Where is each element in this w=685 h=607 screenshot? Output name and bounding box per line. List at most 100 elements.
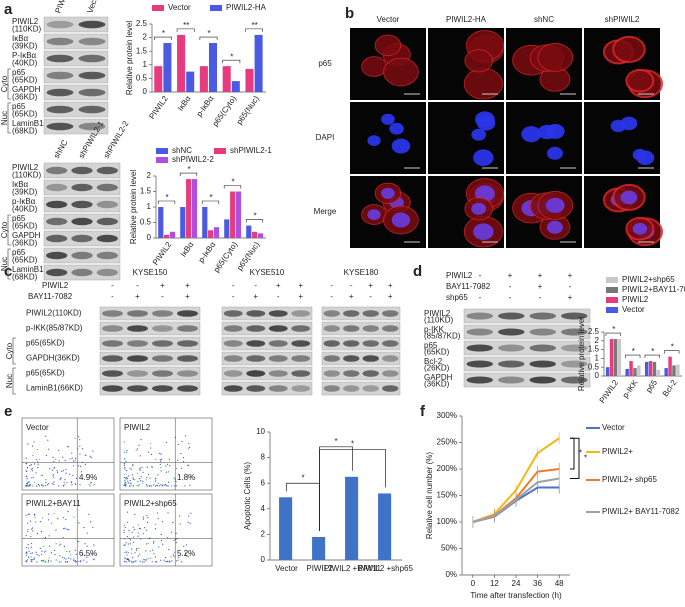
- flow-event: [29, 485, 31, 487]
- flow-event: [45, 561, 47, 563]
- flow-event: [67, 511, 69, 513]
- flow-name: PIWIL2+BAY11: [26, 499, 81, 508]
- y-tick-label: 250%: [437, 438, 457, 447]
- flow-event: [27, 513, 29, 516]
- bar: [609, 339, 614, 376]
- blot-band: [177, 385, 198, 392]
- flow-event: [32, 454, 34, 456]
- flow-event: [53, 483, 55, 485]
- blot-band: [343, 325, 360, 332]
- x-tick-label: p-IκBα: [197, 240, 218, 265]
- flow-event: [166, 561, 168, 563]
- flow-event: [181, 440, 183, 443]
- blot-band: [46, 54, 74, 63]
- flow-event: [89, 482, 91, 484]
- flow-event: [138, 444, 140, 447]
- flow-event: [126, 554, 128, 556]
- flow-event: [145, 550, 147, 552]
- flow-event: [160, 483, 162, 486]
- flow-event: [31, 542, 33, 545]
- flow-event: [48, 448, 50, 450]
- flow-event: [137, 448, 139, 450]
- blot-size: (68KD): [12, 272, 38, 281]
- flow-event: [123, 451, 125, 453]
- flow-event: [32, 445, 34, 447]
- flow-event: [66, 482, 68, 484]
- flow-event: [140, 438, 142, 441]
- x-tick-label: PIWIL2 +shp65: [358, 564, 413, 573]
- flow-event: [31, 552, 33, 554]
- flow-event: [126, 451, 128, 453]
- y-tick-label: 4: [261, 504, 266, 513]
- bar: [378, 493, 392, 560]
- flow-event: [132, 561, 134, 563]
- blot-label: LaminB1(66KD): [26, 384, 83, 393]
- blot-band: [223, 340, 243, 347]
- flow-event: [39, 520, 42, 523]
- bar: [154, 66, 163, 92]
- flow-event: [51, 483, 53, 485]
- flow-event: [142, 471, 144, 473]
- flow-event: [89, 455, 91, 457]
- flow-event: [35, 472, 37, 474]
- blot-strip: [221, 351, 313, 366]
- blot-band: [46, 37, 74, 46]
- panel-letter: f: [420, 403, 426, 420]
- bar: [191, 179, 198, 238]
- bar: [629, 361, 633, 376]
- flow-event: [160, 539, 163, 542]
- flow-event: [86, 545, 88, 547]
- flow-event: [26, 478, 28, 480]
- flow-event: [46, 484, 49, 486]
- x-tick-label: 24: [512, 579, 521, 588]
- group-label: Cyto: [5, 342, 14, 359]
- blot-band: [223, 325, 243, 332]
- flow-event: [145, 543, 148, 545]
- flow-event: [147, 451, 150, 453]
- x-tick-label: 48: [555, 579, 564, 588]
- blot-strip: [321, 366, 401, 381]
- blot-band: [46, 105, 74, 114]
- flow-event: [64, 479, 66, 481]
- flow-event: [30, 477, 32, 479]
- bar: [222, 66, 231, 92]
- flow-event: [71, 484, 73, 486]
- flow-event: [37, 466, 39, 469]
- y-tick-label: 150%: [437, 491, 457, 500]
- significance: *: [209, 193, 212, 202]
- bar: [186, 71, 195, 92]
- legend-label: shNC: [172, 146, 192, 155]
- blot-band: [323, 340, 340, 347]
- flow-event: [154, 561, 157, 563]
- flow-event: [137, 524, 140, 526]
- blot-band: [323, 370, 340, 377]
- y-tick-label: 1: [143, 60, 148, 69]
- flow-event: [53, 477, 55, 479]
- significance: **: [251, 21, 257, 30]
- flow-event: [64, 459, 66, 462]
- flow-event: [184, 435, 187, 437]
- flow-event: [160, 470, 162, 472]
- y-tick-label: 0: [595, 371, 600, 380]
- bar: [208, 230, 214, 238]
- blot-band: [127, 325, 148, 332]
- flow-plot: [119, 493, 213, 567]
- blot-band: [46, 200, 68, 209]
- flow-event: [62, 456, 64, 458]
- blot-band: [362, 340, 379, 347]
- cell-nucleus: [474, 111, 495, 128]
- flow-event: [84, 554, 86, 556]
- blot-band: [561, 376, 588, 384]
- flow-event: [66, 528, 68, 530]
- flow-event: [124, 526, 126, 529]
- treatment-label: PIWIL2: [446, 271, 473, 280]
- bar: [605, 367, 610, 376]
- flow-event: [149, 477, 151, 479]
- blot-label: GAPDH(36KD): [26, 354, 80, 363]
- y-tick-label: 300%: [437, 411, 457, 420]
- flow-event: [167, 485, 169, 487]
- treatment-sign: +: [368, 281, 373, 290]
- flow-event: [146, 466, 149, 468]
- flow-event: [161, 484, 163, 486]
- flow-event: [173, 555, 175, 557]
